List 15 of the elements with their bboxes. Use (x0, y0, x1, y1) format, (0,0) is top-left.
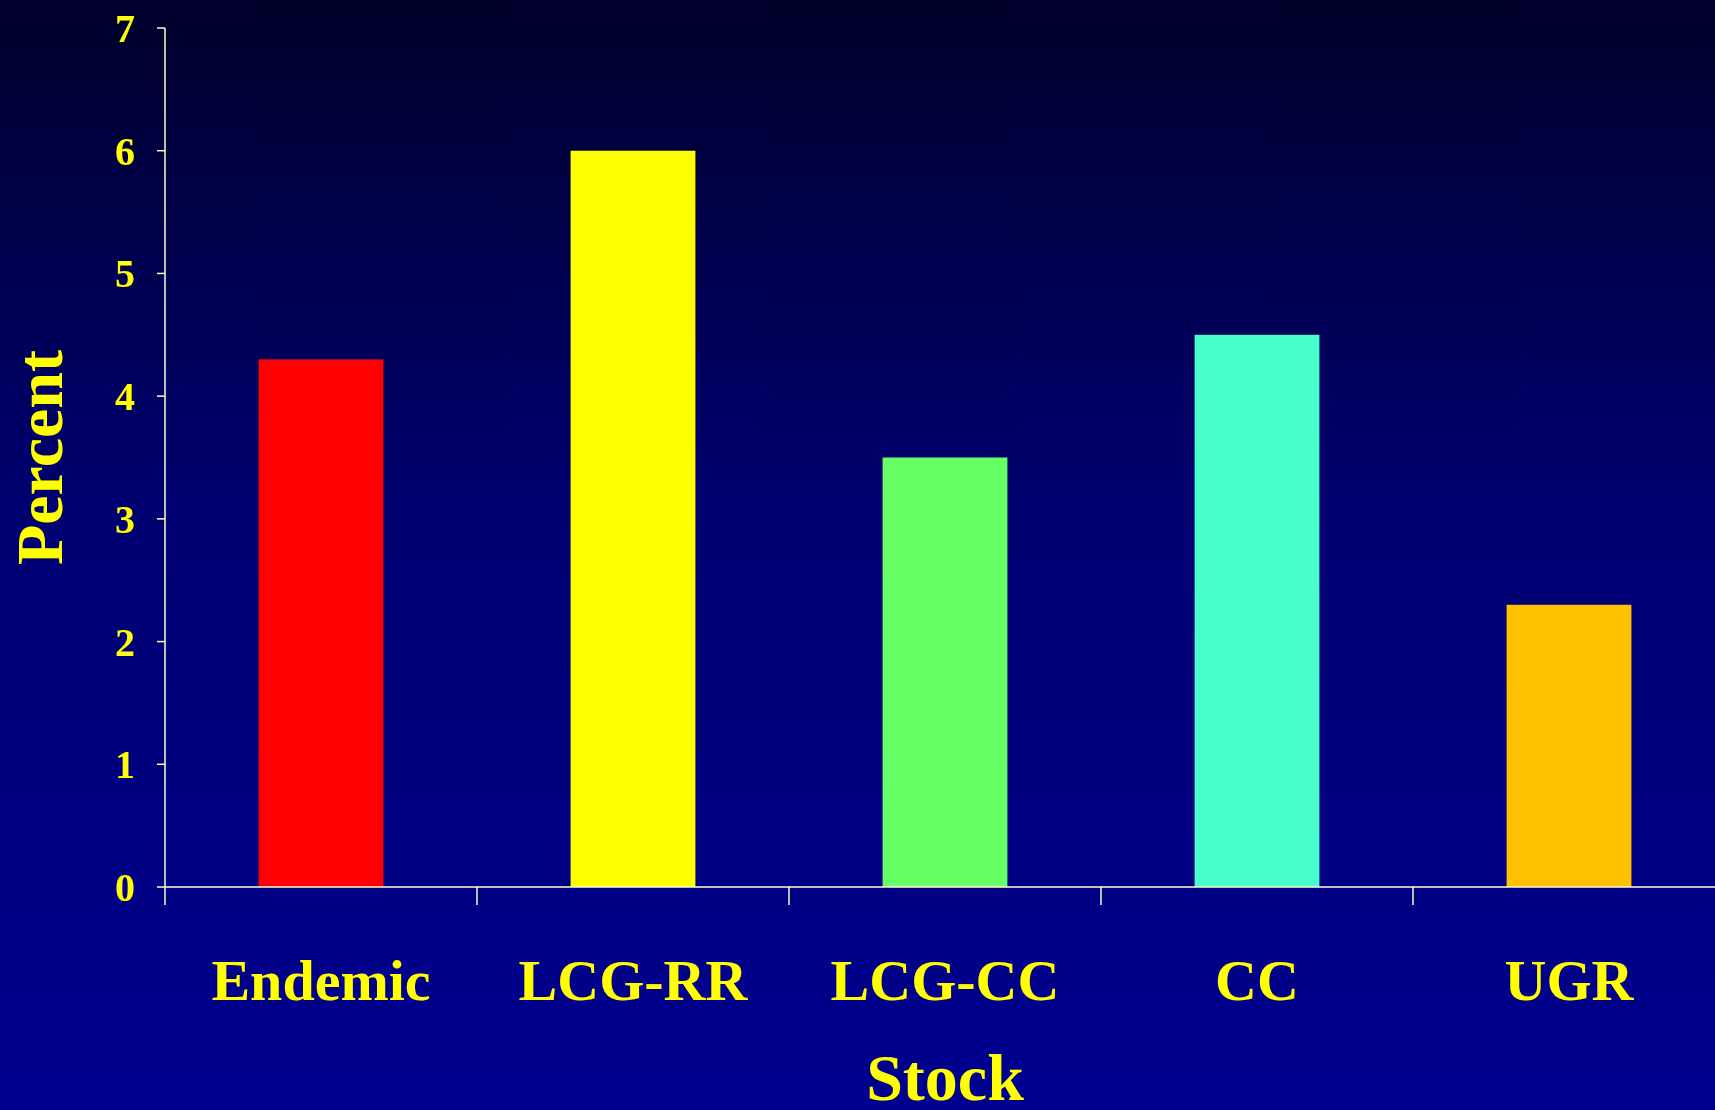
x-tick-label: UGR (1504, 948, 1635, 1013)
x-tick-label: LCG-CC (830, 948, 1060, 1013)
y-tick-label: 4 (115, 374, 135, 420)
y-axis-title: Percent (3, 349, 76, 565)
y-tick-label: 6 (115, 128, 135, 174)
x-axis-title: Stock (866, 1041, 1025, 1110)
x-tick-label: Endemic (211, 948, 431, 1013)
y-tick-label: 3 (115, 496, 135, 542)
y-tick-label: 1 (115, 742, 135, 788)
y-tick-label: 2 (115, 619, 135, 665)
y-tick-label: 5 (115, 251, 135, 297)
y-tick-label: 7 (115, 6, 135, 51)
y-tick-label: 0 (115, 865, 135, 910)
x-tick-label: LCG-RR (518, 948, 749, 1013)
x-tick-label: CC (1215, 948, 1299, 1013)
